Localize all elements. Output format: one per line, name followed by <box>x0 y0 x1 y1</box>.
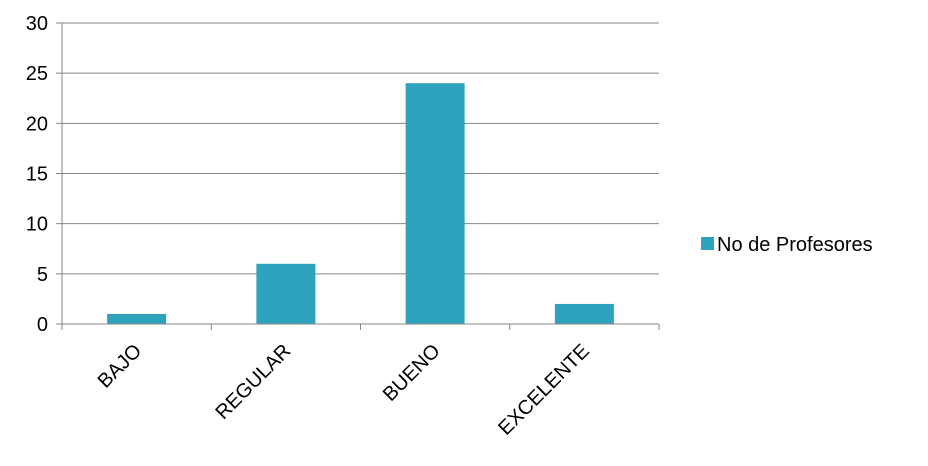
x-tick-label: EXCELENTE <box>494 340 594 440</box>
gridlines <box>62 22 659 275</box>
legend-swatch <box>701 237 714 250</box>
y-tick-label: 15 <box>26 164 48 186</box>
x-tick-labels: BAJO REGULAR BUENO EXCELENTE <box>94 340 594 440</box>
y-tick-label: 5 <box>37 264 48 286</box>
x-tick-label: REGULAR <box>211 340 295 424</box>
y-tick-label: 30 <box>26 13 48 35</box>
bar <box>256 263 316 324</box>
y-tick-label: 0 <box>37 314 48 336</box>
bars <box>107 83 614 324</box>
x-tick-label: BAJO <box>94 340 147 393</box>
y-tick-label: 10 <box>26 214 48 236</box>
bar <box>405 83 465 324</box>
x-tick-label: BUENO <box>379 340 445 406</box>
bar <box>107 313 167 324</box>
axes <box>56 22 660 330</box>
y-tick-label: 20 <box>26 113 48 135</box>
y-tick-labels: 0 5 10 15 20 25 30 <box>26 13 48 336</box>
legend: No de Profesores <box>701 234 873 256</box>
legend-label: No de Profesores <box>717 234 873 256</box>
bar <box>554 303 614 324</box>
y-tick-label: 25 <box>26 63 48 85</box>
